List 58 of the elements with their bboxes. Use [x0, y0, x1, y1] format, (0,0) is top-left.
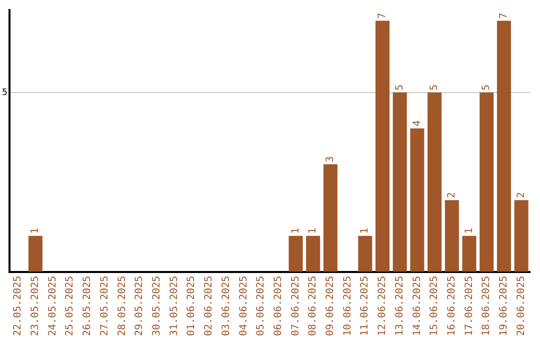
x-tick-label: 30.05.2025: [152, 276, 163, 336]
x-tick-label: 19.06.2025: [498, 276, 510, 336]
bar: [375, 20, 390, 272]
x-tick-label: 15.06.2025: [429, 276, 440, 336]
data-label: 4: [412, 120, 423, 126]
data-label: 2: [446, 192, 458, 198]
data-label: 5: [429, 84, 440, 90]
data-label: 1: [360, 228, 371, 234]
x-tick-label: 09.06.2025: [325, 276, 336, 336]
x-tick-label: 13.06.2025: [394, 276, 406, 336]
data-label: 1: [30, 228, 42, 234]
data-label: 7: [498, 12, 510, 19]
x-tick-label: 08.06.2025: [308, 276, 319, 336]
x-tick-label: 23.05.2025: [30, 276, 42, 336]
x-tick-label: 18.06.2025: [481, 276, 492, 336]
bar: [410, 128, 424, 272]
bar: [444, 200, 459, 272]
bar: [358, 236, 372, 272]
x-tick-label: 27.05.2025: [99, 276, 110, 336]
data-label: 5: [481, 84, 492, 90]
x-tick-label: 04.06.2025: [238, 276, 250, 336]
x-tick-label: 12.06.2025: [377, 276, 388, 336]
x-tick-label: 20.06.2025: [516, 276, 527, 336]
data-label: 1: [290, 228, 302, 234]
data-label: 3: [325, 156, 336, 162]
x-tick-label: 10.06.2025: [342, 276, 354, 336]
x-tick-label: 06.06.2025: [272, 276, 284, 336]
x-tick-label: 24.05.2025: [47, 276, 58, 336]
data-label: 1: [308, 228, 319, 234]
x-tick-label: 31.05.2025: [168, 276, 180, 336]
data-label: 5: [394, 84, 406, 90]
bar: [514, 200, 528, 272]
bar: [323, 164, 338, 272]
bar: [392, 92, 407, 272]
x-tick-label: 05.06.2025: [256, 276, 267, 336]
x-tick-label: 26.05.2025: [82, 276, 94, 336]
x-tick-label: 17.06.2025: [464, 276, 475, 336]
x-tick-label: 03.06.2025: [220, 276, 232, 336]
data-label: 1: [464, 228, 475, 234]
bar: [480, 92, 494, 272]
x-tick-label: 14.06.2025: [412, 276, 423, 336]
bar: [496, 20, 511, 272]
bar: [288, 236, 303, 272]
x-tick-label: 07.06.2025: [290, 276, 302, 336]
bar: [428, 92, 442, 272]
data-label: 2: [516, 192, 527, 198]
data-label: 7: [377, 12, 388, 19]
bar: [306, 236, 320, 272]
x-tick-label: 02.06.2025: [204, 276, 215, 336]
bar: [28, 236, 42, 272]
x-tick-label: 01.06.2025: [186, 276, 198, 336]
x-tick-label: 16.06.2025: [446, 276, 458, 336]
x-tick-label: 29.05.2025: [134, 276, 146, 336]
x-tick-label: 22.05.2025: [12, 276, 24, 336]
x-tick-label: 11.06.2025: [360, 276, 371, 336]
x-tick-label: 28.05.2025: [116, 276, 128, 336]
bar: [462, 236, 476, 272]
x-tick-label: 25.05.2025: [64, 276, 76, 336]
